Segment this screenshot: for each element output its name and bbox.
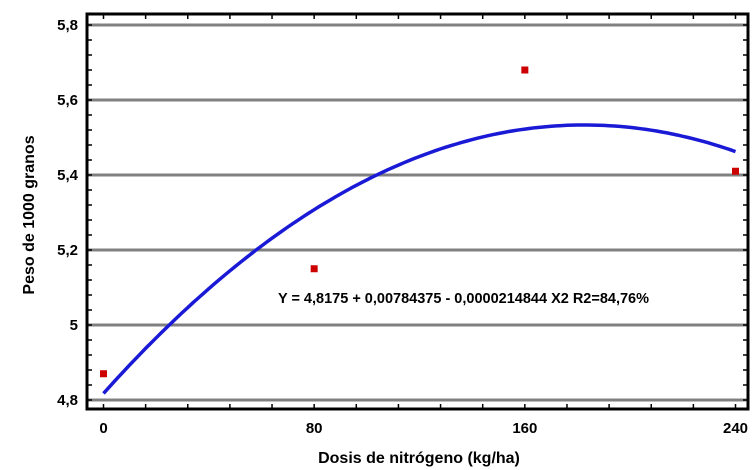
fit-curve-layer [102,123,737,395]
x-tick-label: 80 [306,420,323,437]
fit-curve [102,123,737,395]
y-tick-label: 4,8 [57,392,78,409]
plot-frame [85,12,750,411]
grid-lines [87,23,748,402]
x-tick-label: 240 [723,420,748,437]
x-tick-label: 160 [512,420,537,437]
minor-ticks [87,14,748,409]
data-point [732,167,739,175]
y-tick-label: 5,6 [57,92,78,109]
data-points [100,66,739,378]
data-point [310,265,318,273]
data-point [521,66,529,74]
y-tick-labels: 4,8 5 5,2 5,4 5,6 5,8 [57,17,79,409]
y-tick-label: 5 [70,317,78,334]
x-tick-labels: 0 80 160 240 [99,420,748,437]
y-tick-label: 5,8 [57,17,78,34]
x-axis-title: Dosis de nitrógeno (kg/ha) [318,450,520,467]
y-tick-label: 5,4 [57,167,79,184]
data-point [100,370,107,378]
x-tick-label: 0 [99,420,107,437]
y-tick-label: 5,2 [57,242,78,259]
y-axis-title: Peso de 1000 granos [21,135,38,294]
regression-equation: Y = 4,8175 + 0,00784375 - 0,0000214844 X… [278,291,649,307]
